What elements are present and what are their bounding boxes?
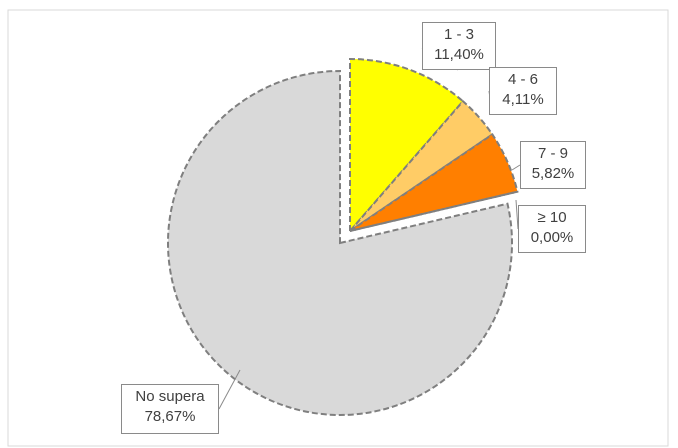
data-label-10-plus: ≥ 10 0,00% [518, 205, 586, 253]
leader-line-2 [511, 164, 521, 171]
data-label-1-3: 1 - 3 11,40% [422, 22, 496, 70]
leader-line-4 [218, 369, 241, 410]
data-label-percent: 11,40% [434, 46, 484, 63]
pie-slices [167, 57, 519, 416]
data-label-percent: 78,67% [144, 408, 196, 425]
data-label-category: 1 - 3 [443, 26, 474, 43]
plot-area-border [7, 9, 669, 447]
data-label-percent: 0,00% [530, 229, 574, 246]
leader-line-3 [515, 199, 519, 230]
data-label-percent: 5,82% [531, 165, 575, 182]
data-label-category: 4 - 6 [507, 71, 538, 88]
data-label-category: ≥ 10 [537, 209, 567, 226]
data-label-no-supera: No supera 78,67% [121, 384, 219, 434]
data-label-percent: 4,11% [502, 91, 544, 108]
pie-slice-3 [349, 190, 518, 232]
data-label-category: 7 - 9 [537, 145, 568, 162]
data-label-4-6: 4 - 6 4,11% [489, 67, 557, 115]
pie-slice-0 [349, 57, 465, 234]
pie-slice-4 [167, 69, 513, 416]
data-label-7-9: 7 - 9 5,82% [520, 141, 586, 189]
data-label-category: No supera [135, 388, 205, 405]
